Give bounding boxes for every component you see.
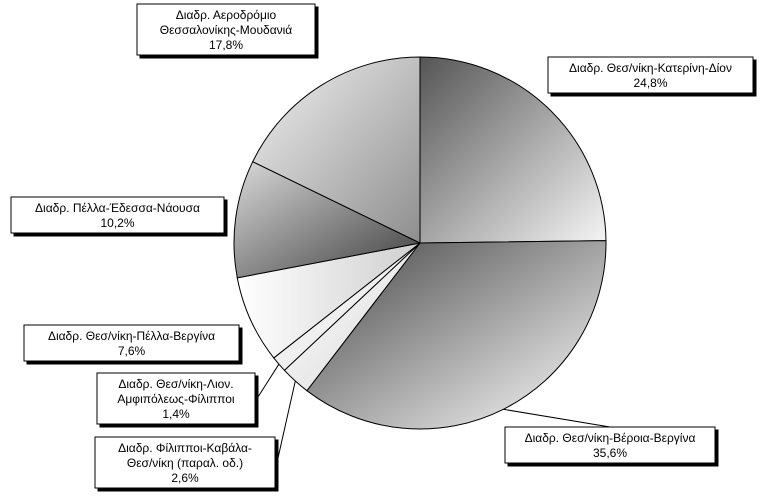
pie-slice (233, 161, 422, 279)
slice-value-label: 7,6% (118, 344, 146, 358)
slice-value-label: 24,8% (633, 76, 667, 90)
leader-line (503, 408, 611, 428)
leader-lines (255, 363, 611, 463)
slice-name-label: Διαδρ. Πέλλα-Έδεσσα-Νάουσα (35, 201, 200, 215)
slice-value-label: 10,2% (100, 216, 134, 230)
slice-value-label: 1,4% (162, 407, 190, 421)
pie-slice (419, 56, 607, 244)
leader-line (275, 380, 296, 463)
slice-label-box (547, 56, 754, 94)
slice-label-box (10, 196, 225, 234)
pie-slice (252, 56, 421, 244)
slice-name-label: Διαδρ. Θεσ/νίκη-Κατερίνη-Δίον (569, 61, 732, 75)
slice-name-label: Θεσσαλονίκης-Μουδανιά (160, 23, 293, 37)
slice-label-box (96, 372, 256, 425)
slice-name-label: Αμφιπόλεως-Φίλιπποι (117, 392, 235, 406)
slice-value-label: 2,6% (171, 471, 199, 485)
slice-name-label: Θεσ/νίκη (παραλ. οδ.) (127, 456, 243, 470)
slice-name-label: Διαδρ. Φίλιπποι-Καβάλα- (118, 441, 252, 455)
slice-label: Διαδρ. Θεσ/νίκη-Λιον.Αμφιπόλεως-Φίλιπποι… (96, 372, 256, 425)
slice-label: Διαδρ. Φίλιπποι-Καβάλα-Θεσ/νίκη (παραλ. … (94, 436, 276, 489)
slice-label: Διαδρ. ΑεροδρόμιοΘεσσαλονίκης-Μουδανιά17… (136, 3, 316, 56)
slice-name-label: Διαδρ. Θεσ/νίκη-Πέλλα-Βεργίνα (48, 329, 215, 343)
slice-name-label: Διαδρ. Αεροδρόμιο (176, 8, 277, 22)
slice-labels: Διαδρ. Θεσ/νίκη-Κατερίνη-Δίον24,8%Διαδρ.… (10, 3, 754, 489)
slice-value-label: 35,6% (593, 446, 627, 460)
slice-label-box (504, 426, 716, 464)
slice-value-label: 17,8% (209, 38, 243, 52)
slice-name-label: Διαδρ. Θεσ/νίκη-Λιον. (118, 377, 233, 391)
slice-label-box (94, 436, 276, 489)
pie-slice (306, 240, 607, 430)
slice-label-box (23, 324, 240, 362)
pie-slices (233, 56, 607, 430)
leader-line (255, 363, 280, 399)
slice-name-label: Διαδρ. Θεσ/νίκη-Βέροια-Βεργίνα (525, 431, 696, 445)
slice-label-box (136, 3, 316, 56)
